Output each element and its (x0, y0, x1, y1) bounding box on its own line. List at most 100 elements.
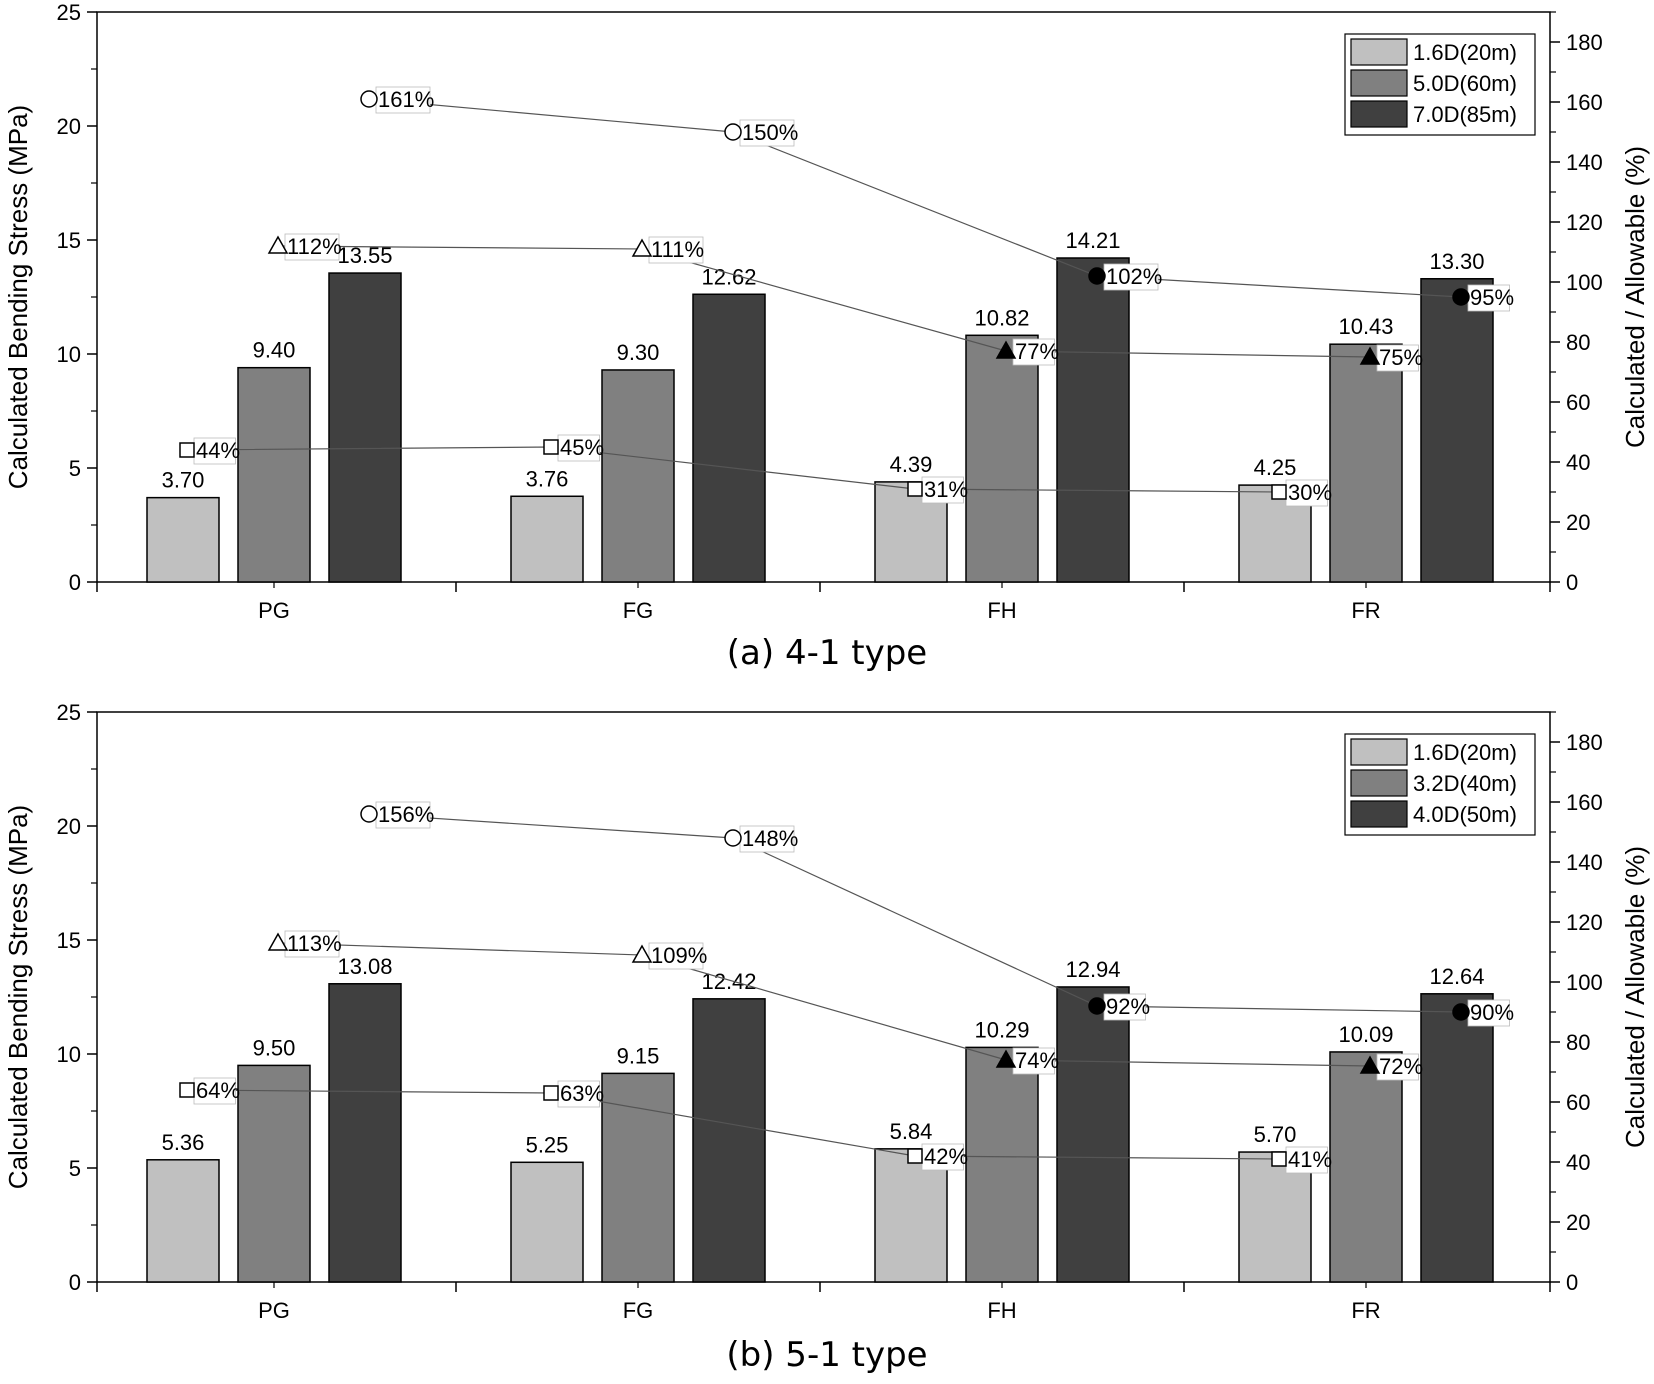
y-right-tick-label: 80 (1566, 1030, 1590, 1055)
bar (692, 998, 766, 1283)
ratio-label-box (1103, 993, 1146, 1021)
ratio-label-box (375, 801, 431, 829)
ratio-value-label: 44% (196, 438, 240, 463)
bar (1329, 343, 1403, 583)
bar (146, 1159, 220, 1283)
y-axis-title: Calculated Bending Stress (MPa) (3, 805, 33, 1189)
bar (1056, 986, 1130, 1283)
ratio-marker-square (543, 439, 559, 455)
ratio-label-box (193, 1077, 236, 1105)
ratio-marker-triangle (267, 932, 289, 951)
ratio-label-box (648, 942, 704, 970)
ratio-marker-square (179, 1082, 195, 1098)
ratio-marker-circle (1088, 997, 1106, 1015)
ratio-marker-square (1271, 1151, 1287, 1167)
y-right-tick-label: 0 (1566, 1270, 1578, 1295)
ratio-value-label: 41% (1288, 1147, 1332, 1172)
y-right-tick-label: 40 (1566, 1150, 1590, 1175)
ratio-value-label: 74% (1015, 1048, 1059, 1073)
ratio-marker-triangle (631, 238, 653, 257)
x-tick-label: FG (623, 1298, 654, 1323)
x-tick-label: FR (1351, 1298, 1380, 1323)
y-tick-label: 10 (57, 1042, 81, 1067)
ratio-label-box (284, 930, 340, 958)
ratio-marker-square (543, 1085, 559, 1101)
x-tick-label: FR (1351, 598, 1380, 623)
bar (237, 366, 311, 583)
y-right-tick-label: 20 (1566, 510, 1590, 535)
y-right-tick-label: 160 (1566, 90, 1603, 115)
bar (874, 1148, 948, 1283)
ratio-value-label: 102% (1106, 264, 1162, 289)
bar-value-label: 5.84 (890, 1119, 933, 1144)
chart-panel-1: 0 5 10 15 20 25 0 20 40 60 80 100 120 140 160 180 PG FG FH… (3, 0, 1650, 673)
bar-value-label: 13.08 (337, 954, 392, 979)
y-tick-label: 20 (57, 814, 81, 839)
legend-swatch (1350, 800, 1408, 828)
y-tick-label: 5 (69, 456, 81, 481)
bar (692, 293, 766, 583)
bar-value-label: 13.30 (1429, 249, 1484, 274)
ratio-label-box (1285, 479, 1328, 507)
ratio-value-label: 150% (742, 120, 798, 145)
legend-swatch (1350, 738, 1408, 766)
panel-caption: (a) 4-1 type (727, 633, 927, 673)
ratio-value-label: 64% (196, 1078, 240, 1103)
y-tick-label: 15 (57, 928, 81, 953)
ratio-label-box (1376, 344, 1419, 372)
ratio-value-label: 156% (378, 802, 434, 827)
bar-value-label: 12.64 (1429, 964, 1484, 989)
ratio-marker-circle (1452, 1003, 1470, 1021)
chart-panel-2: 0 5 10 15 20 25 0 20 40 60 80 100 120 140 160 180 PG FG FH… (3, 700, 1650, 1375)
bar (328, 272, 402, 583)
y-tick-label: 0 (69, 1270, 81, 1295)
bar-value-label: 10.82 (974, 305, 1029, 330)
bar (510, 1161, 584, 1283)
x-tick-label: FG (623, 598, 654, 623)
bar (601, 1072, 675, 1283)
bar-value-label: 5.36 (162, 1130, 205, 1155)
ratio-marker-triangle (631, 944, 653, 963)
legend-label: 5.0D(60m) (1413, 71, 1517, 96)
ratio-label-box (648, 236, 704, 264)
y-tick-label: 5 (69, 1156, 81, 1181)
y-right-tick-label: 140 (1566, 850, 1603, 875)
ratio-label-box (1012, 1047, 1055, 1075)
ratio-value-label: 72% (1379, 1054, 1423, 1079)
ratio-label-box (375, 86, 431, 114)
bar-value-label: 10.43 (1338, 314, 1393, 339)
ratio-marker-circle (1088, 267, 1106, 285)
y-tick-label: 25 (57, 0, 81, 25)
bar (601, 369, 675, 583)
y-right-tick-label: 120 (1566, 210, 1603, 235)
ratio-marker-circle (724, 829, 742, 847)
ratio-marker-triangle (1359, 1055, 1381, 1074)
ratio-value-label: 75% (1379, 345, 1423, 370)
legend-swatch (1350, 100, 1408, 128)
ratio-label-box (1012, 338, 1055, 366)
ratio-marker-circle (724, 123, 742, 141)
ratio-label-box (739, 825, 795, 853)
y-tick-label: 25 (57, 700, 81, 725)
bar-value-label: 5.70 (1254, 1122, 1297, 1147)
ratio-marker-square (179, 442, 195, 458)
ratio-value-label: 109% (651, 943, 707, 968)
legend-swatch (1350, 38, 1408, 66)
y-right-tick-label: 20 (1566, 1210, 1590, 1235)
bar (146, 496, 220, 583)
bar-value-label: 14.21 (1065, 228, 1120, 253)
ratio-label-box (1285, 1146, 1328, 1174)
y-right-tick-label: 160 (1566, 790, 1603, 815)
panel-caption: (b) 5-1 type (726, 1335, 927, 1375)
ratio-marker-circle (1452, 288, 1470, 306)
ratio-value-label: 30% (1288, 480, 1332, 505)
bar (1329, 1051, 1403, 1283)
bar-value-label: 9.15 (617, 1043, 660, 1068)
ratio-marker-triangle (995, 340, 1017, 359)
ratio-marker-circle (360, 90, 378, 108)
x-tick-label: FH (987, 1298, 1016, 1323)
ratio-label-box (1376, 1053, 1419, 1081)
legend-label: 1.6D(20m) (1413, 40, 1517, 65)
